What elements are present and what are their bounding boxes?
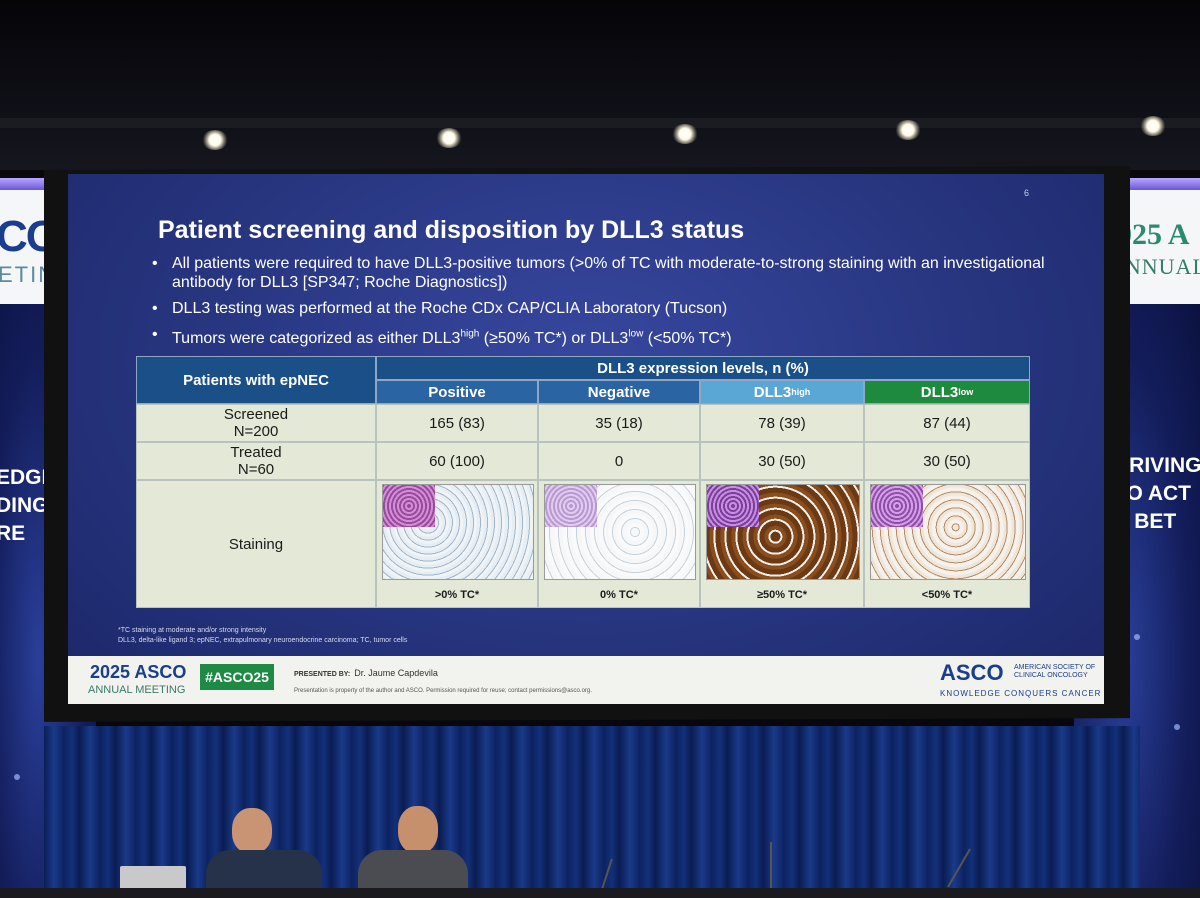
footer-meeting-logo: 2025 ASCO (90, 662, 187, 682)
panelist-suit (358, 850, 468, 892)
bullet-list: • All patients were required to have DLL3… (148, 254, 1048, 355)
stage-desk (0, 888, 1200, 898)
stage-light (436, 128, 462, 148)
slogan-line: DING (0, 494, 49, 517)
panelist-left (206, 808, 326, 892)
he-inset (383, 485, 435, 527)
panelist-right (358, 806, 470, 892)
table-cell: 165 (83) (376, 404, 538, 442)
micrograph-positive (382, 484, 534, 580)
stage-light (672, 124, 698, 144)
footer-society-name: AMERICAN SOCIETY OF CLINICAL ONCOLOGY (1014, 664, 1096, 679)
dll3-table: Patients with epNEC DLL3 expression leve… (136, 356, 1030, 608)
table-cell: 87 (44) (864, 404, 1030, 442)
bullet-dot-icon: • (152, 300, 158, 317)
panelist-suit (206, 850, 322, 892)
staining-caption: ≥50% TC* (756, 588, 808, 601)
staining-caption: >0% TC* (434, 588, 480, 601)
table-cell: 0 (538, 442, 700, 480)
footer-annual-meeting: ANNUAL MEETING (88, 684, 186, 696)
slide-footer: 2025 ASCO ANNUAL MEETING #ASCO25 PRESENT… (68, 656, 1104, 704)
staining-caption: 0% TC* (600, 588, 638, 601)
footnote-line: DLL3, delta-like ligand 3; epNEC, extrap… (118, 637, 408, 644)
bullet-dot-icon: • (152, 326, 158, 343)
table-cell: 78 (39) (700, 404, 864, 442)
presentation-slide: 6 Patient screening and disposition by D… (68, 174, 1104, 704)
bullet-dot-icon: • (152, 255, 158, 272)
ceiling (0, 0, 1200, 170)
stage-light (1140, 116, 1166, 136)
table-cell: 60 (100) (376, 442, 538, 480)
micrograph-dll3-low (870, 484, 1026, 580)
staining-caption: <50% TC* (921, 588, 973, 601)
footer-tagline: KNOWLEDGE CONQUERS CANCER (940, 689, 1102, 698)
bullet-text: All patients were required to have DLL3-… (172, 255, 1045, 291)
col-header-negative: Negative (538, 380, 700, 404)
bullet-text: DLL3 testing was performed at the Roche … (172, 300, 728, 317)
col-header-positive: Positive (376, 380, 538, 404)
micrograph-negative (544, 484, 696, 580)
he-inset (707, 485, 759, 527)
footer-notice: Presentation is property of the author a… (294, 688, 592, 694)
panelist-head (232, 808, 272, 854)
table-cell: 30 (50) (864, 442, 1030, 480)
bullet-item: • Tumors were categorized as either DLL3h… (148, 325, 1048, 348)
slogan-line: EDGE (0, 466, 56, 489)
footnote-line: *TC staining at moderate and/or strong i… (118, 627, 267, 634)
footer-presenter: PRESENTED BY: Dr. Jaume Capdevila (294, 668, 438, 678)
laptop (120, 866, 186, 890)
stage-light (895, 120, 921, 140)
col-header-dll3-high: DLL3 high (700, 380, 864, 404)
table-cell: 35 (18) (538, 404, 700, 442)
lighting-truss (0, 118, 1200, 128)
footer-asco-logo: ASCO (940, 660, 1004, 685)
micrograph-dll3-high (706, 484, 860, 580)
table-row-header: Patients with epNEC (136, 356, 376, 404)
bullet-item: • DLL3 testing was performed at the Roche… (148, 299, 1048, 318)
he-inset (871, 485, 923, 527)
row-label-screened: Screened N=200 (136, 404, 376, 442)
panelist-head (398, 806, 438, 854)
row-label-staining: Staining (136, 480, 376, 608)
network-dot (1134, 634, 1140, 640)
footer-hashtag: #ASCO25 (200, 664, 274, 690)
slogan-line: DRIVING (1114, 454, 1200, 477)
bullet-item: • All patients were required to have DLL3… (148, 254, 1048, 292)
microphone (770, 842, 772, 890)
slogan-line: RE (0, 522, 26, 545)
network-dot (14, 774, 20, 780)
table-cell: 30 (50) (700, 442, 864, 480)
table-group-header: DLL3 expression levels, n (%) (376, 356, 1030, 380)
slogan-line: TO ACT (1114, 482, 1191, 505)
stage-light (202, 130, 228, 150)
network-dot (1174, 724, 1180, 730)
slide-title: Patient screening and disposition by DLL… (158, 216, 745, 244)
row-label-treated: Treated N=60 (136, 442, 376, 480)
banner-slogan: EDGE DING RE (0, 464, 56, 548)
bullet-text: Tumors were categorized as either DLL3hi… (172, 329, 732, 348)
slide-number: 6 (1023, 188, 1029, 198)
col-header-dll3-low: DLL3 low (864, 380, 1030, 404)
footnotes: *TC staining at moderate and/or strong i… (118, 626, 407, 646)
he-inset (545, 485, 597, 527)
